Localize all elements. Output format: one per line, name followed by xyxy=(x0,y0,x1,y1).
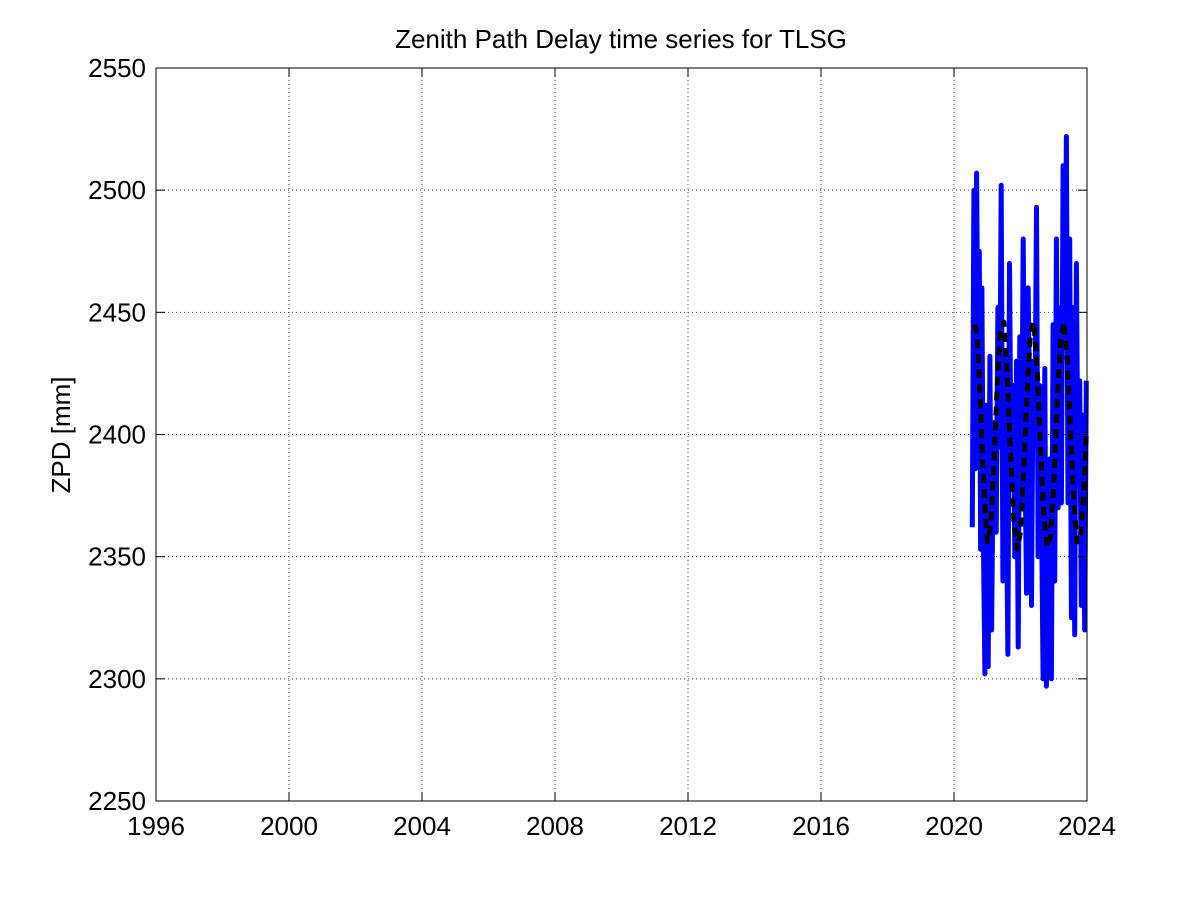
plot-background xyxy=(156,68,1087,801)
series-line-fit xyxy=(972,319,1089,552)
y-axis-label: ZPD [mm] xyxy=(46,377,76,494)
y-tick-label: 2250 xyxy=(88,786,146,816)
x-tick-label: 2004 xyxy=(393,811,451,841)
series-line-zpd xyxy=(969,133,1089,689)
x-tick-label: 2020 xyxy=(925,811,983,841)
axis-ticks xyxy=(155,67,1088,802)
x-tick-label: 2008 xyxy=(526,811,584,841)
y-tick-label: 2550 xyxy=(88,53,146,83)
y-tick-label: 2300 xyxy=(88,664,146,694)
chart-title: Zenith Path Delay time series for TLSG xyxy=(395,24,847,54)
x-tick-label: 2012 xyxy=(659,811,717,841)
x-tick-label: 2000 xyxy=(260,811,318,841)
series-layer xyxy=(969,133,1089,689)
axis-tick-labels: 1996 2000 2004 2008 2012 2016 2020 2024 2250 2300… xyxy=(88,53,1116,841)
x-tick-label: 2016 xyxy=(792,811,850,841)
y-tick-label: 2450 xyxy=(88,297,146,327)
x-tick-label: 2024 xyxy=(1058,811,1116,841)
y-tick-label: 2500 xyxy=(88,175,146,205)
y-tick-label: 2350 xyxy=(88,542,146,572)
x-tick-label: 1996 xyxy=(127,811,185,841)
y-tick-label: 2400 xyxy=(88,420,146,450)
